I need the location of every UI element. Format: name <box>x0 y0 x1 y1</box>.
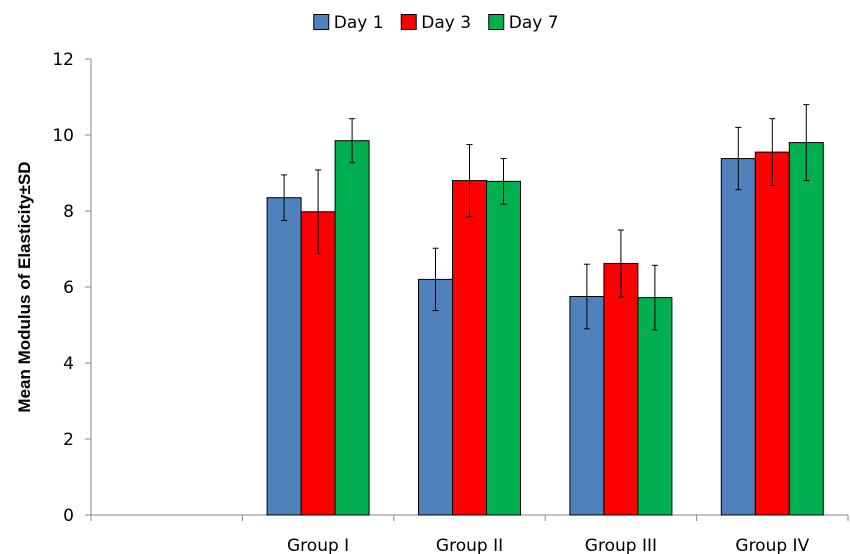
y-tick-label: 12 <box>52 50 74 70</box>
legend-swatch <box>314 15 329 30</box>
x-tick-label: Group III <box>585 536 657 554</box>
bar <box>604 263 638 515</box>
y-axis-label: Mean Modulus of Elasticity±SD <box>15 161 34 412</box>
legend-swatch <box>401 15 416 30</box>
y-tick-label: 4 <box>63 354 74 374</box>
bars <box>267 141 823 515</box>
bar <box>267 198 301 515</box>
y-tick-label: 6 <box>63 278 74 298</box>
legend-label: Day 1 <box>334 13 384 33</box>
bar <box>721 159 755 515</box>
y-tick-label: 8 <box>63 202 74 222</box>
legend-label: Day 3 <box>421 13 471 33</box>
x-tick-label: Group I <box>287 536 349 554</box>
bar <box>419 279 453 515</box>
bar <box>487 181 521 515</box>
bar <box>453 181 487 515</box>
bar <box>755 152 789 515</box>
y-tick-label: 0 <box>63 506 74 526</box>
bar <box>301 212 335 515</box>
legend: Day 1 Day 3 Day 7 <box>314 13 559 33</box>
bar <box>335 141 369 515</box>
y-tick-label: 2 <box>63 430 74 450</box>
x-tick-label: Group IV <box>735 536 809 554</box>
legend-swatch <box>489 15 504 30</box>
legend-label: Day 7 <box>509 13 559 33</box>
x-tick-label: Group II <box>436 536 503 554</box>
bar <box>789 143 823 515</box>
x-axis: Group I Group II Group III Group IV <box>91 515 848 554</box>
y-tick-label: 10 <box>52 126 74 146</box>
y-axis: 0 2 4 6 8 10 12 <box>52 50 91 526</box>
